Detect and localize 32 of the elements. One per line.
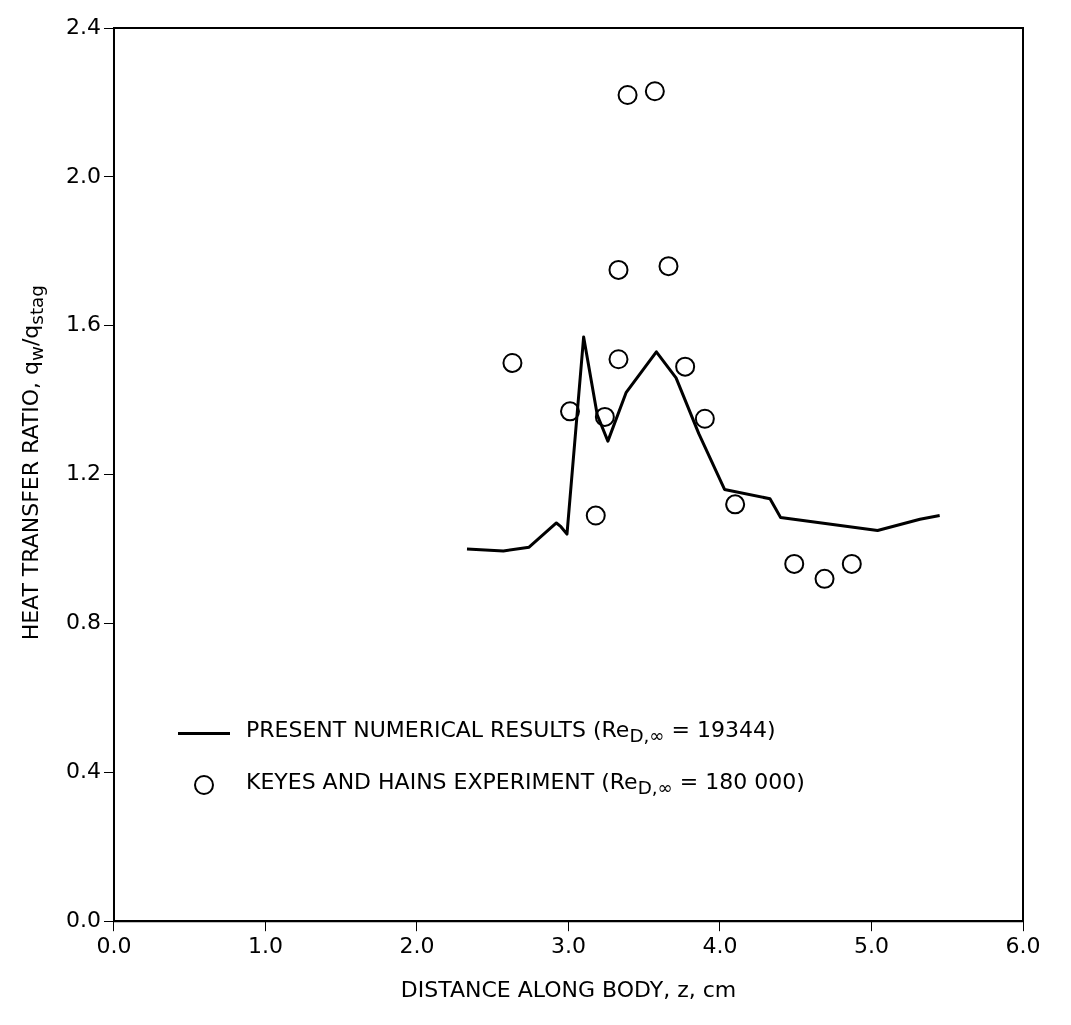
point (784, 553, 805, 574)
point (644, 81, 665, 102)
point (502, 352, 523, 373)
point (725, 494, 746, 515)
point (658, 256, 679, 277)
y-tick-label: 1.2 (65, 460, 101, 486)
point (694, 408, 715, 429)
point (814, 568, 835, 589)
x-tick-label: 5.0 (854, 933, 889, 959)
point (841, 553, 862, 574)
y-tick-label: 0.4 (65, 758, 101, 784)
legend-label: KEYES AND HAINS EXPERIMENT (Re$_{D,∞}$ = 180 000) (245, 768, 805, 801)
point (608, 259, 629, 280)
x-tick-label: 4.0 (702, 933, 738, 959)
point (608, 349, 629, 370)
legend-label: PRESENT NUMERICAL RESULTS (Re$_{D,∞}$ = 19344) (245, 715, 776, 749)
x-tick-label: 0.0 (96, 933, 132, 959)
y-tick-label: 1.6 (65, 311, 101, 337)
y-tick-label: 2.4 (65, 13, 101, 39)
x-axis-title: DISTANCE ALONG BODY, z, cm (400, 976, 737, 1002)
x-tick-label: 6.0 (1005, 933, 1041, 959)
x-tick-label: 3.0 (550, 933, 586, 959)
point (560, 401, 581, 422)
point (617, 84, 638, 105)
y-tick-label: 0.8 (65, 609, 101, 635)
y-tick-label: 2.0 (65, 162, 101, 188)
point (594, 406, 615, 427)
point (675, 356, 696, 377)
x-tick-label: 1.0 (247, 933, 283, 959)
x-tick-label: 2.0 (399, 933, 435, 959)
point (585, 505, 606, 526)
y-tick-label: 0.0 (65, 906, 101, 932)
